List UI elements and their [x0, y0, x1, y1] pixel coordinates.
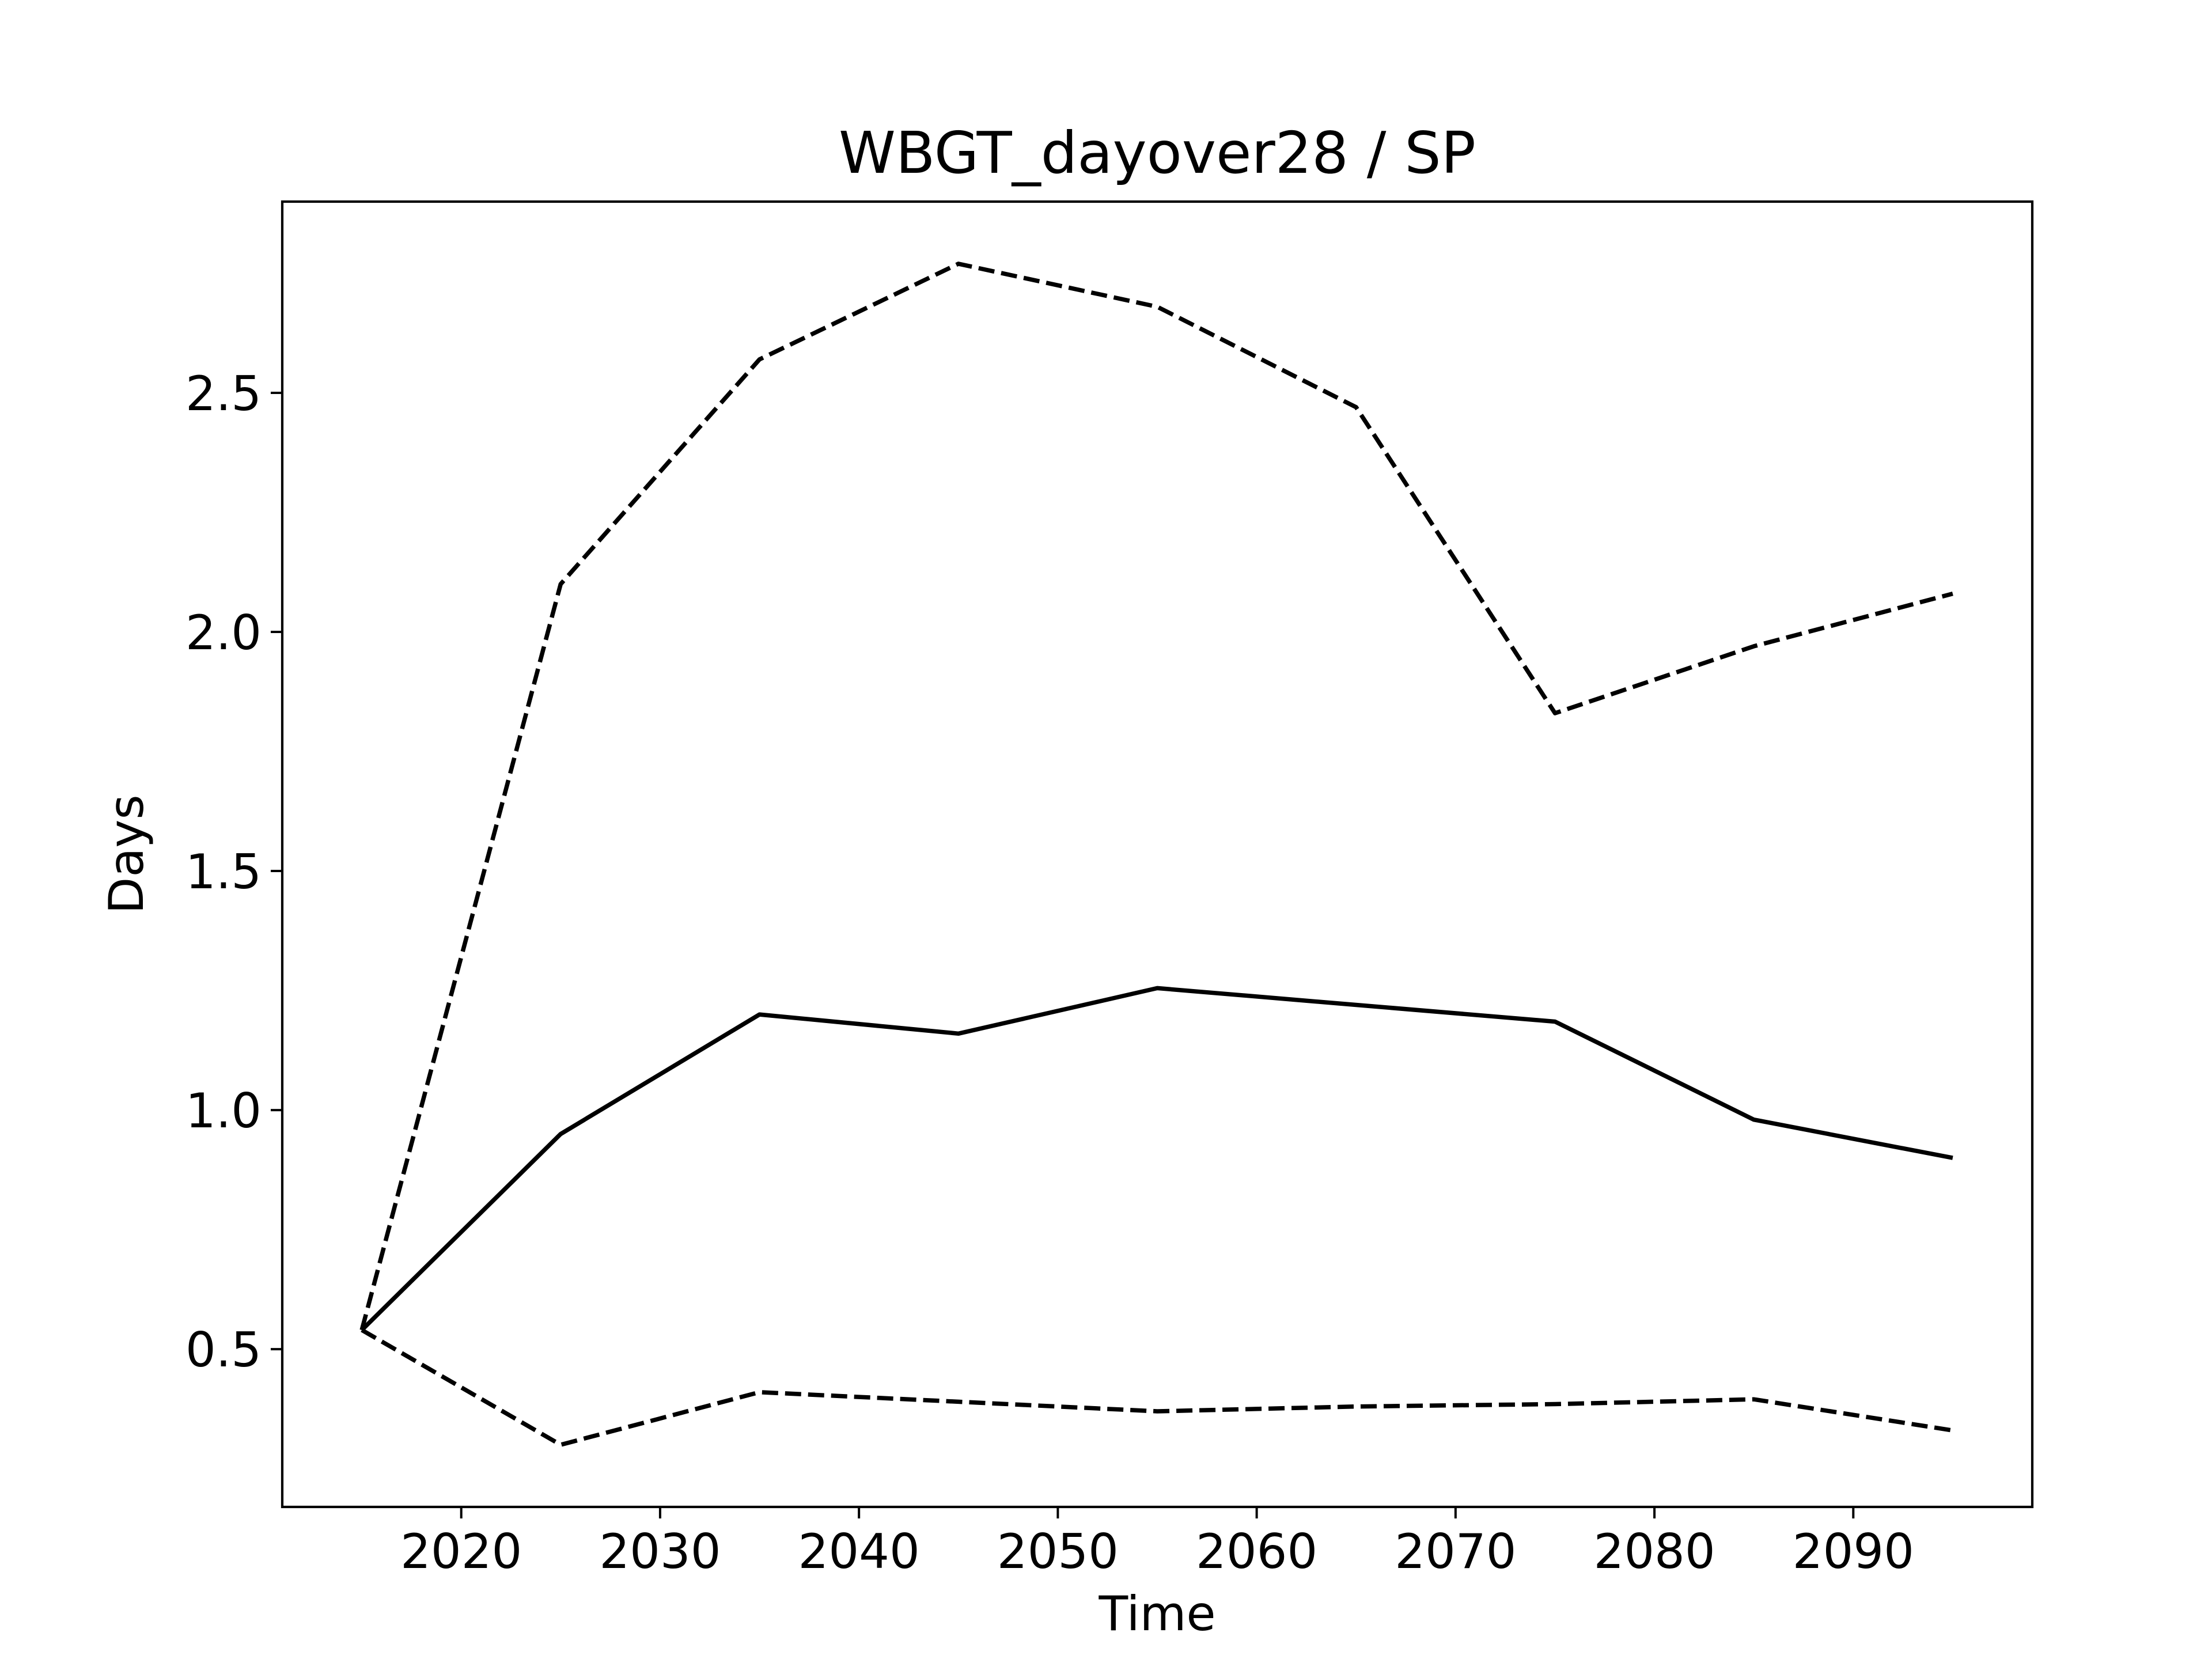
x-tick-label: 2060	[1196, 1524, 1317, 1580]
chart-title: WBGT_dayover28 / SP	[839, 119, 1476, 187]
x-axis-title: Time	[1098, 1586, 1215, 1642]
y-tick-label: 0.5	[185, 1322, 262, 1378]
x-tick-label: 2080	[1593, 1524, 1715, 1580]
y-axis-title: Days	[99, 794, 154, 914]
y-tick-label: 2.5	[185, 366, 262, 422]
x-tick-label: 2050	[997, 1524, 1119, 1580]
series-layer	[359, 262, 1953, 1447]
x-tick-label: 2020	[400, 1524, 522, 1580]
dashed-series-line-3	[361, 1328, 1953, 1447]
x-tick-label: 2090	[1793, 1524, 1914, 1580]
y-tick-label: 2.0	[185, 605, 262, 661]
dashed-series-line-2	[359, 262, 1953, 1331]
x-axis: 2020 2030 2040 2050 2060 2070 2080 2090	[400, 1507, 1914, 1580]
x-tick-label: 2070	[1395, 1524, 1516, 1580]
x-tick-label: 2040	[798, 1524, 920, 1580]
y-tick-label: 1.5	[185, 844, 262, 900]
plot-frame	[281, 200, 2034, 1509]
y-tick-label: 1.0	[185, 1083, 262, 1139]
solid-series-line-1	[360, 986, 1953, 1332]
y-axis: 0.5 1.0 1.5 2.0 2.5	[185, 366, 282, 1378]
x-tick-label: 2030	[599, 1524, 721, 1580]
